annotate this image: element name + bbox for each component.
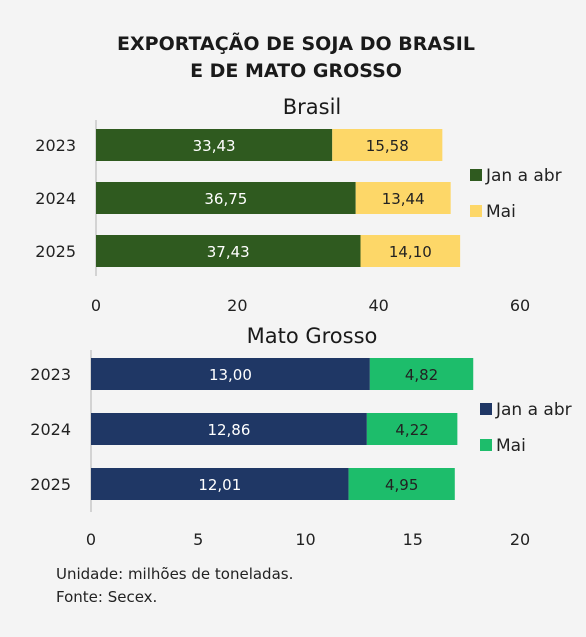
- brasil-x-tick-label: 40: [368, 296, 388, 315]
- mato-grosso-legend-swatch-2: [480, 439, 492, 451]
- mato-grosso-category-label-2023: 2023: [30, 365, 71, 384]
- mato-grosso-legend-swatch-1: [480, 403, 492, 415]
- mato-grosso-x-tick-label: 15: [403, 530, 423, 549]
- mato-grosso-data-label-2023-series-1: 13,00: [209, 366, 252, 384]
- brasil-x-tick-label: 0: [91, 296, 101, 315]
- mato-grosso-bar-2023-series-1: [91, 358, 370, 390]
- mato-grosso-x-tick-label: 20: [510, 530, 530, 549]
- mato-grosso-bar-2024-series-2: [366, 413, 458, 445]
- brasil-data-label-2023-series-2: 15,58: [366, 137, 409, 155]
- brasil-x-tick-label: 60: [510, 296, 530, 315]
- mato-grosso-data-label-2024-series-2: 4,22: [395, 421, 428, 439]
- brasil-data-label-2025-series-1: 37,43: [207, 243, 250, 261]
- brasil-bar-2023-series-2: [332, 129, 443, 161]
- brasil-x-tick-label: 20: [227, 296, 247, 315]
- brasil-data-label-2025-series-2: 14,10: [389, 243, 432, 261]
- chart-title-line1: EXPORTAÇÃO DE SOJA DO BRASIL: [117, 31, 475, 55]
- brasil-legend-swatch-1: [470, 169, 482, 181]
- brasil-bar-2023-series-1: [96, 129, 333, 161]
- mato-grosso-legend-label-1: Jan a abr: [495, 400, 572, 420]
- mato-grosso-x-tick-label: 5: [193, 530, 203, 549]
- brasil-bar-2025-series-1: [96, 235, 361, 267]
- brasil-category-label-2025: 2025: [35, 242, 76, 261]
- brasil-legend-label-2: Mai: [486, 202, 516, 222]
- brasil-bar-2025-series-2: [360, 235, 461, 267]
- footnote-unit: Unidade: milhões de toneladas.: [56, 565, 293, 583]
- brasil-bar-2024-series-2: [355, 182, 451, 214]
- brasil-legend-label-1: Jan a abr: [485, 166, 562, 186]
- brasil-legend-swatch-2: [470, 205, 482, 217]
- mato-grosso-x-tick-label: 10: [295, 530, 315, 549]
- mato-grosso-data-label-2024-series-1: 12,86: [207, 421, 250, 439]
- mato-grosso-category-label-2024: 2024: [30, 420, 71, 439]
- mato-grosso-bar-2025-series-2: [348, 468, 455, 500]
- chart-title-line2: E DE MATO GROSSO: [190, 60, 402, 82]
- mato-grosso-data-label-2025-series-2: 4,95: [385, 476, 418, 494]
- brasil-data-label-2024-series-1: 36,75: [204, 190, 247, 208]
- mato-grosso-bar-2025-series-1: [91, 468, 349, 500]
- mato-grosso-category-label-2025: 2025: [30, 475, 71, 494]
- brasil-category-label-2023: 2023: [35, 136, 76, 155]
- mato-grosso-data-label-2023-series-2: 4,82: [405, 366, 438, 384]
- mato-grosso-bar-2024-series-1: [91, 413, 367, 445]
- mato-grosso-data-label-2025-series-1: 12,01: [198, 476, 241, 494]
- brasil-chart-title: Brasil: [283, 95, 342, 119]
- brasil-bar-2024-series-1: [96, 182, 356, 214]
- brasil-category-label-2024: 2024: [35, 189, 76, 208]
- brasil-data-label-2023-series-1: 33,43: [193, 137, 236, 155]
- mato-grosso-x-tick-label: 0: [86, 530, 96, 549]
- mato-grosso-chart-title: Mato Grosso: [247, 324, 378, 348]
- brasil-data-label-2024-series-2: 13,44: [382, 190, 425, 208]
- mato-grosso-legend-label-2: Mai: [496, 436, 526, 456]
- footnote-source: Fonte: Secex.: [56, 588, 157, 606]
- mato-grosso-bar-2023-series-2: [369, 358, 474, 390]
